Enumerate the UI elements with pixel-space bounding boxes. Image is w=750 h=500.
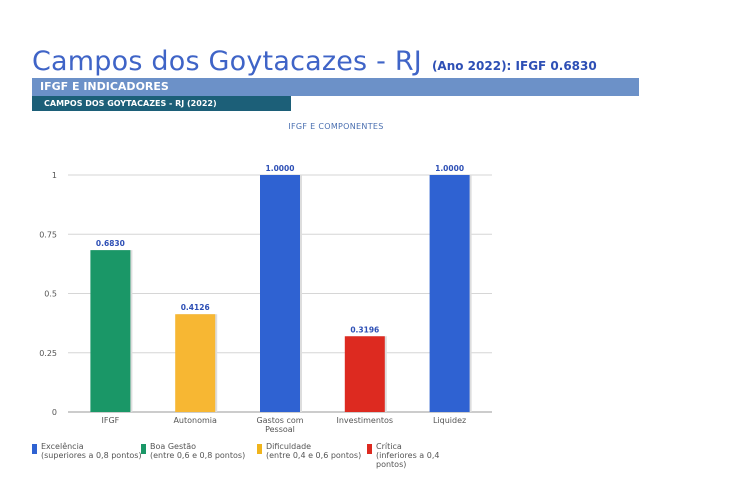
x-tick-label: Pessoal bbox=[265, 425, 295, 434]
legend-label: Excelência bbox=[41, 442, 84, 451]
section-band: IFGF E INDICADORES bbox=[32, 78, 639, 96]
data-label: 0.6830 bbox=[96, 239, 125, 248]
legend-label: Dificuldade bbox=[266, 442, 312, 451]
y-tick-label: 0.5 bbox=[44, 290, 57, 299]
page-subtitle: (Ano 2022): IFGF 0.6830 bbox=[431, 59, 597, 73]
legend-label: Boa Gestão bbox=[150, 442, 197, 451]
bar bbox=[90, 250, 131, 412]
x-tick-label: Investimentos bbox=[336, 416, 393, 425]
page-title: Campos dos Goytacazes - RJ bbox=[32, 46, 422, 77]
y-tick-label: 0 bbox=[52, 408, 57, 417]
y-tick-label: 0.25 bbox=[39, 349, 57, 358]
y-tick-label: 0.75 bbox=[39, 230, 57, 239]
chart-title: IFGF E COMPONENTES bbox=[288, 122, 384, 131]
legend-swatch bbox=[257, 444, 262, 454]
y-tick-label: 1 bbox=[52, 171, 57, 180]
legend-sublabel: (entre 0,4 e 0,6 pontos) bbox=[266, 451, 362, 460]
x-tick-label: Autonomia bbox=[173, 416, 217, 425]
x-tick-label: Liquidez bbox=[433, 416, 466, 425]
data-label: 0.4126 bbox=[181, 303, 210, 312]
data-label: 1.0000 bbox=[435, 164, 464, 173]
legend-sublabel: (inferiores a 0,4 bbox=[376, 451, 440, 460]
legend-sublabel-cont: pontos) bbox=[376, 460, 407, 469]
legend-swatch bbox=[32, 444, 37, 454]
bar bbox=[344, 336, 385, 412]
legend-label: Crítica bbox=[376, 442, 402, 451]
page-title-row: Campos dos Goytacazes - RJ (Ano 2022): IF… bbox=[32, 46, 597, 77]
bar bbox=[429, 175, 470, 412]
section-subband: CAMPOS DOS GOYTACAZES - RJ (2022) bbox=[32, 96, 291, 111]
data-label: 1.0000 bbox=[266, 164, 295, 173]
legend-sublabel: (superiores a 0,8 pontos) bbox=[41, 451, 142, 460]
bar bbox=[260, 175, 300, 412]
x-tick-label: IFGF bbox=[102, 416, 120, 425]
legend-sublabel: (entre 0,6 e 0,8 pontos) bbox=[150, 451, 246, 460]
bar bbox=[175, 314, 216, 412]
legend-swatch bbox=[367, 444, 372, 454]
x-tick-label: Gastos com bbox=[256, 416, 303, 425]
data-label: 0.3196 bbox=[350, 325, 379, 334]
legend-swatch bbox=[141, 444, 146, 454]
